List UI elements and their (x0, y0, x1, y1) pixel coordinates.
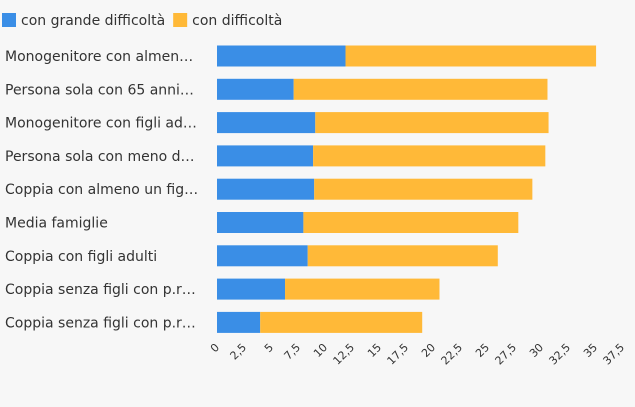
category-label-8: Coppia senza figli con p.r… (5, 315, 196, 331)
x-tick-label-11: 27,5 (493, 341, 520, 368)
x-tick-label-12: 30 (527, 341, 546, 360)
legend-label-1: con difficoltà (192, 13, 282, 29)
legend-label-0: con grande difficoltà (21, 13, 165, 29)
x-tick-label-0: 0 (208, 341, 222, 355)
x-tick-label-13: 32,5 (547, 341, 574, 368)
bar-0-3 (217, 145, 314, 167)
x-tick-label-4: 10 (311, 341, 330, 360)
x-tick-label-3: 7,5 (282, 341, 304, 363)
x-tick-label-9: 22,5 (439, 341, 466, 368)
category-label-1: Persona sola con 65 anni… (5, 82, 194, 98)
x-tick-label-2: 5 (262, 341, 276, 355)
bar-0-4 (217, 178, 315, 200)
bar-1-8 (260, 311, 423, 333)
x-tick-label-10: 25 (473, 341, 492, 360)
bar-0-5 (217, 212, 304, 233)
category-label-3: Persona sola con meno d… (5, 149, 194, 165)
x-tick-label-14: 35 (581, 341, 600, 360)
bar-1-4 (314, 178, 533, 200)
bar-0-7 (217, 278, 286, 300)
x-tick-label-7: 17,5 (385, 341, 412, 368)
bar-1-0 (345, 45, 597, 67)
x-tick-label-8: 20 (419, 341, 438, 360)
bar-0-0 (217, 45, 346, 67)
category-label-5: Media famiglie (5, 216, 108, 232)
category-label-7: Coppia senza figli con p.r… (5, 282, 196, 298)
bar-0-8 (217, 311, 261, 333)
category-label-6: Coppia con figli adulti (5, 249, 157, 265)
x-tick-label-5: 12,5 (331, 341, 358, 368)
category-labels: Monogenitore con almen… Persona sola con … (5, 49, 198, 331)
category-label-2: Monogenitore con figli ad… (5, 116, 197, 132)
x-tick-label-15: 37,5 (601, 341, 628, 368)
legend: con grande difficoltà con difficoltà (2, 13, 282, 29)
bar-1-6 (307, 245, 498, 267)
category-label-0: Monogenitore con almen… (5, 49, 193, 65)
legend-swatch-0 (2, 13, 16, 27)
bar-0-2 (217, 112, 316, 134)
bar-1-3 (313, 145, 546, 167)
bar-0-1 (217, 78, 294, 100)
category-label-4: Coppia con almeno un fig… (5, 182, 198, 198)
bar-1-2 (315, 112, 549, 134)
bar-1-7 (285, 278, 440, 300)
bar-1-5 (303, 212, 519, 233)
legend-swatch-1 (173, 13, 188, 27)
bars (217, 45, 597, 333)
bar-0-6 (217, 245, 308, 267)
bar-1-1 (293, 78, 548, 100)
x-tick-label-6: 15 (365, 341, 384, 360)
x-tick-label-1: 2,5 (228, 341, 250, 363)
x-axis-ticks: 0 2,5 5 7,5 10 12,5 15 17,5 20 22,5 25 27,5 30 32,5 35… (208, 341, 627, 368)
